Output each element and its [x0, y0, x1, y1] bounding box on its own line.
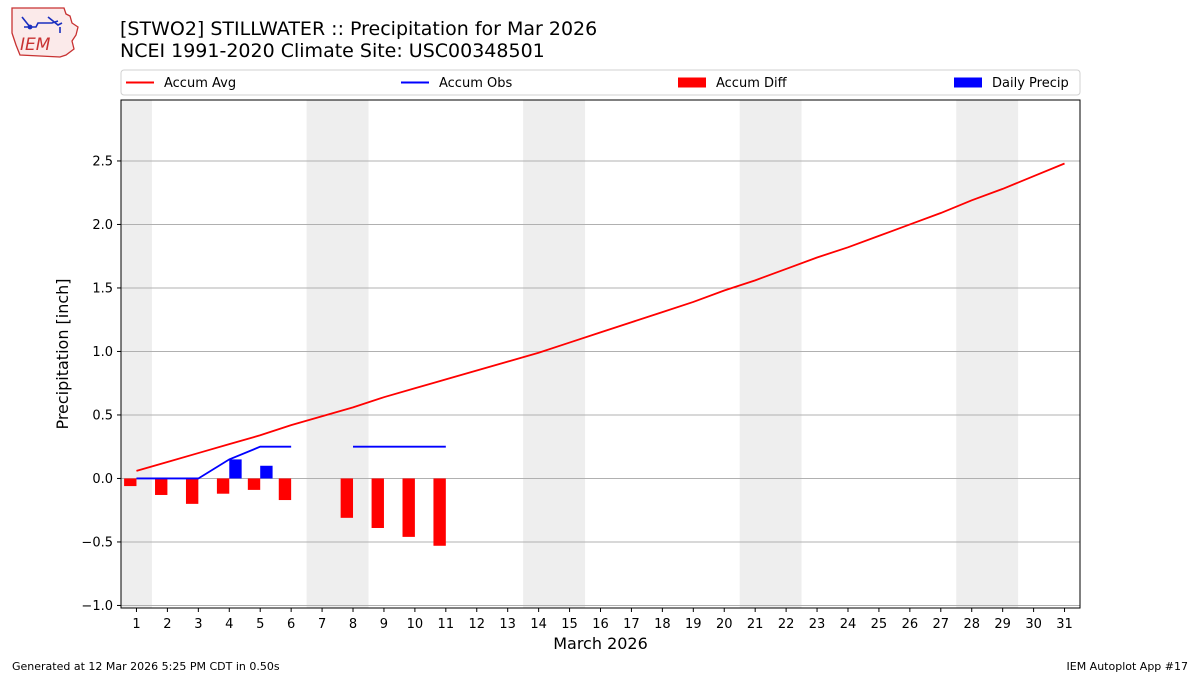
x-tick-label: 6	[287, 617, 295, 632]
x-tick-label: 12	[468, 617, 485, 632]
y-tick-label: −0.5	[81, 535, 113, 550]
x-tick-label: 16	[592, 617, 609, 632]
x-tick-label: 10	[407, 617, 424, 632]
legend-label: Accum Diff	[716, 76, 788, 91]
lines	[136, 162, 1065, 480]
footer-generated: Generated at 12 Mar 2026 5:25 PM CDT in …	[12, 660, 280, 673]
daily-precip-bar	[260, 465, 273, 479]
y-tick-label: 1.5	[92, 281, 113, 296]
chart-title: [STWO2] STILLWATER :: Precipitation for …	[120, 18, 597, 62]
x-tick-label: 13	[499, 617, 516, 632]
y-tick-label: −1.0	[81, 599, 113, 614]
y-tick-label: 0.5	[92, 408, 113, 423]
x-tick-label: 1	[132, 617, 140, 632]
legend-label: Accum Avg	[164, 76, 236, 91]
x-tick-label: 22	[778, 617, 795, 632]
x-tick-label: 28	[963, 617, 980, 632]
plot-frame	[120, 99, 1081, 609]
footer-app: IEM Autoplot App #17	[1066, 660, 1189, 673]
x-tick-label: 20	[716, 617, 733, 632]
legend-box	[120, 69, 1081, 96]
weekend-band	[956, 100, 1019, 608]
y-tick-label: 1.0	[92, 345, 113, 360]
accum-avg-line	[136, 162, 1065, 472]
x-tick-label: 18	[654, 617, 671, 632]
y-tick-label: 0.0	[92, 472, 113, 487]
x-tick-label: 8	[349, 617, 357, 632]
x-tick-label: 23	[809, 617, 826, 632]
x-tick-label: 14	[530, 617, 547, 632]
x-tick-label: 3	[194, 617, 202, 632]
axes: −1.0−0.50.00.51.01.52.02.51 2 3 4 5 6 7 8 9 10 11 1…	[53, 154, 1073, 653]
x-tick-label: 27	[933, 617, 950, 632]
accum-diff-bar	[278, 478, 292, 501]
x-tick-label: 29	[994, 617, 1011, 632]
x-tick-label: 26	[902, 617, 919, 632]
accum-diff-bar	[155, 478, 168, 495]
weekend-shading	[121, 100, 1019, 608]
x-tick-label: 30	[1025, 617, 1042, 632]
x-tick-label: 15	[561, 617, 578, 632]
x-tick-label: 21	[747, 617, 764, 632]
accum-diff-bar	[185, 478, 199, 504]
x-tick-label: 24	[840, 617, 857, 632]
x-tick-label: 2	[163, 617, 171, 632]
x-tick-label: 17	[623, 617, 640, 632]
legend: Accum Avg Accum Obs Accum Diff Daily Precip	[120, 69, 1081, 96]
accum-diff-bar	[216, 478, 230, 494]
title-line-1: [STWO2] STILLWATER :: Precipitation for …	[120, 18, 598, 40]
accum-diff-bar	[247, 478, 261, 490]
x-tick-label: 25	[871, 617, 888, 632]
daily-precip-bar	[229, 459, 242, 479]
legend-swatch-bar	[954, 77, 982, 88]
weekend-band	[306, 100, 369, 608]
x-tick-label: 7	[318, 617, 326, 632]
accum-diff-bar	[433, 478, 446, 546]
accum-obs-line	[136, 445, 292, 480]
legend-label: Accum Obs	[439, 76, 512, 91]
x-tick-label: 9	[380, 617, 388, 632]
weekend-band	[121, 100, 152, 608]
bars	[124, 459, 446, 546]
grid-lines	[121, 160, 1080, 606]
x-tick-label: 5	[256, 617, 264, 632]
x-axis-label: March 2026	[553, 634, 648, 653]
iem-logo: IEM	[8, 5, 82, 63]
y-axis-label: Precipitation [inch]	[53, 278, 72, 429]
accum-diff-bar	[124, 478, 137, 487]
x-tick-label: 4	[225, 617, 233, 632]
title-line-2: NCEI 1991-2020 Climate Site: USC00348501	[120, 40, 545, 62]
legend-swatch-bar	[678, 77, 706, 88]
y-tick-label: 2.5	[92, 154, 113, 169]
x-tick-label: 11	[438, 617, 455, 632]
iem-logo-graphic: IEM	[11, 7, 79, 58]
weekend-band	[739, 100, 802, 608]
y-tick-label: 2.0	[92, 218, 113, 233]
accum-diff-bar	[340, 478, 354, 518]
logo-text: IEM	[20, 35, 51, 55]
accum-diff-bar	[402, 478, 415, 537]
x-tick-label: 19	[685, 617, 702, 632]
accum-diff-bar	[371, 478, 384, 528]
x-tick-label: 31	[1056, 617, 1073, 632]
legend-label: Daily Precip	[992, 76, 1069, 91]
